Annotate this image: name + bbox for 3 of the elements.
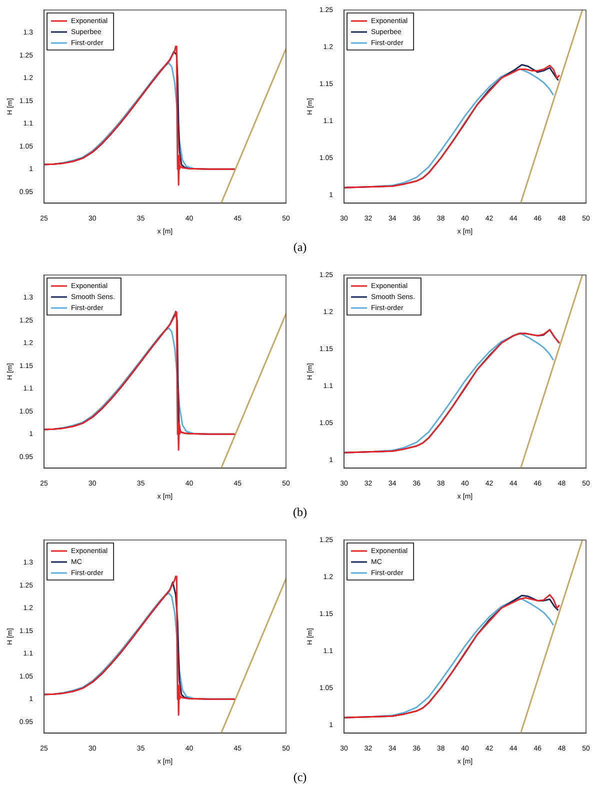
text: (c) <box>292 770 308 785</box>
text: (a) <box>292 240 308 255</box>
text: (b) <box>292 505 308 520</box>
